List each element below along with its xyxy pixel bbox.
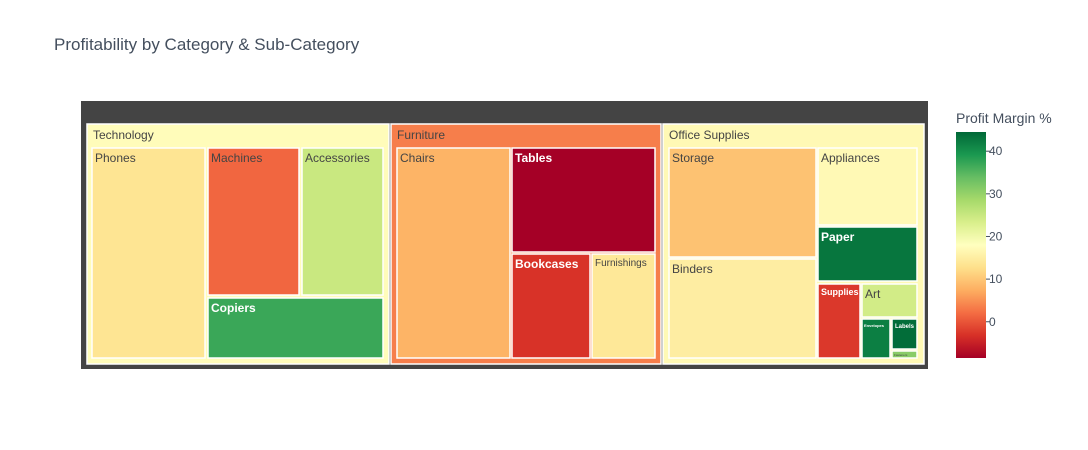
subcategory-tile-chairs[interactable] [396,147,511,359]
subcategory-tile-binders[interactable] [668,258,817,359]
subcategory-tile-furnishings[interactable] [591,253,656,359]
subcategory-label-envelopes: Envelopes [864,323,885,328]
subcategory-tile-machines[interactable] [207,147,300,296]
subcategory-tile-appliances[interactable] [817,147,918,226]
subcategory-label-phones: Phones [95,151,136,165]
colorbar-tick-label: 10 [989,272,1003,286]
subcategory-label-storage: Storage [672,151,714,165]
colorbar-title: Profit Margin % [956,110,1052,126]
subcategory-tile-art[interactable] [861,283,918,318]
colorbar-tick-label: 20 [989,229,1003,243]
subcategory-label-copiers: Copiers [211,301,256,315]
subcategory-label-art: Art [865,287,881,301]
subcategory-tile-accessories[interactable] [301,147,384,296]
chart-title: Profitability by Category & Sub-Category [54,35,360,54]
subcategory-label-tables: Tables [515,151,552,165]
subcategory-label-supplies: Supplies [821,287,859,297]
treemap-area: Technology Furniture Office Supplies Phones… [81,101,928,369]
subcategory-tile-copiers[interactable] [207,297,384,359]
subcategory-label-labels: Labels [895,324,915,330]
subcategory-tile-fasteners[interactable] [891,350,918,359]
category-label-office-supplies: Office Supplies [669,128,750,142]
category-label-furniture: Furniture [397,128,445,142]
subcategory-label-furnishings: Furnishings [595,258,647,269]
subcategory-label-appliances: Appliances [821,151,880,165]
subcategory-tile-supplies[interactable] [817,283,861,359]
colorbar-gradient [956,132,986,358]
subcategory-tile-tables[interactable] [511,147,656,253]
subcategory-label-chairs: Chairs [400,151,435,165]
colorbar-tick-label: 40 [989,144,1003,158]
subcategory-label-fasteners: Fasteners [894,353,908,357]
colorbar-tick-label: 0 [989,315,996,329]
subcategory-label-accessories: Accessories [305,151,370,165]
colorbar: Profit Margin % 0 10 20 30 40 [956,110,1052,358]
subcategory-label-machines: Machines [211,151,262,165]
subcategory-tile-envelopes[interactable] [861,318,891,359]
subcategory-tile-paper[interactable] [817,226,918,282]
subcategory-label-paper: Paper [821,230,855,244]
subcategory-label-bookcases: Bookcases [515,257,579,271]
category-label-technology: Technology [93,128,154,142]
colorbar-tick-label: 30 [989,187,1003,201]
subcategory-tile-labels[interactable] [891,318,918,350]
subcategory-tile-bookcases[interactable] [511,253,591,359]
subcategory-tile-storage[interactable] [668,147,817,258]
subcategory-label-binders: Binders [672,262,713,276]
subcategory-tile-phones[interactable] [91,147,206,359]
